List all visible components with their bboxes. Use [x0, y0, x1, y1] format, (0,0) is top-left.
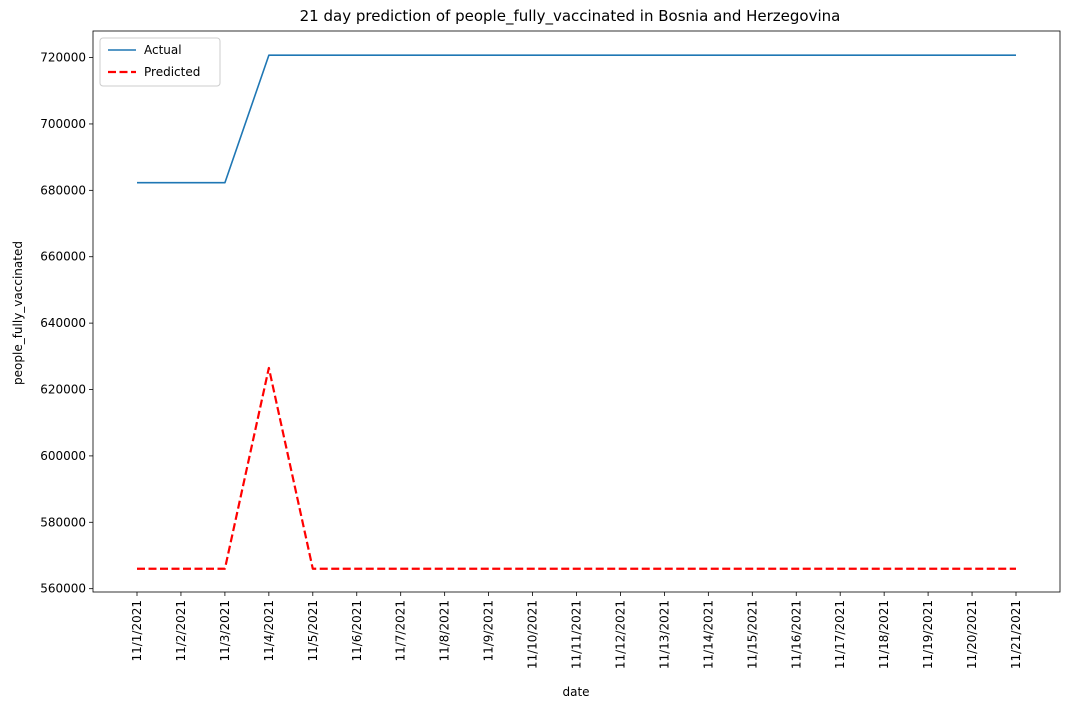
x-tick-label: 11/19/2021 — [921, 600, 935, 669]
y-axis-label: people_fully_vaccinated — [11, 241, 25, 385]
x-tick-label: 11/13/2021 — [657, 600, 671, 669]
y-tick-label: 600000 — [40, 449, 86, 463]
x-tick-label: 11/18/2021 — [877, 600, 891, 669]
x-tick-label: 11/3/2021 — [218, 600, 232, 662]
x-tick-label: 11/7/2021 — [394, 600, 408, 662]
x-tick-label: 11/17/2021 — [833, 600, 847, 669]
plot-area: 560000 580000 600000 620000 640000 660000 6800… — [40, 30, 1061, 669]
x-tick-label: 11/5/2021 — [306, 600, 320, 662]
x-tick-label: 11/21/2021 — [1009, 600, 1023, 669]
x-tick-label: 11/14/2021 — [701, 600, 715, 669]
y-tick-label: 640000 — [40, 316, 86, 330]
x-tick-label: 11/1/2021 — [130, 600, 144, 662]
legend-label-predicted: Predicted — [144, 65, 200, 79]
y-tick-label: 720000 — [40, 51, 86, 65]
y-tick-label: 580000 — [40, 515, 86, 529]
x-tick-label: 11/2/2021 — [174, 600, 188, 662]
y-tick-label: 680000 — [40, 183, 86, 197]
x-tick-label: 11/11/2021 — [570, 600, 584, 669]
x-axis-label: date — [562, 685, 589, 699]
series-line-predicted — [137, 366, 1016, 570]
x-tick-label: 11/15/2021 — [745, 600, 759, 669]
y-tick-label: 560000 — [40, 582, 86, 596]
x-tick-label: 11/16/2021 — [789, 600, 803, 669]
series-line-actual — [137, 54, 1016, 184]
chart-title: 21 day prediction of people_fully_vaccin… — [300, 7, 841, 26]
legend-label-actual: Actual — [144, 43, 182, 57]
y-tick-label: 660000 — [40, 250, 86, 264]
x-tick-label: 11/20/2021 — [965, 600, 979, 669]
y-tick-label: 700000 — [40, 117, 86, 131]
x-tick-label: 11/9/2021 — [482, 600, 496, 662]
x-tick-label: 11/6/2021 — [350, 600, 364, 662]
x-tick-label: 11/12/2021 — [613, 600, 627, 669]
legend: Actual Predicted — [99, 37, 221, 87]
x-tick-label: 11/8/2021 — [438, 600, 452, 662]
y-tick-label: 620000 — [40, 383, 86, 397]
x-tick-label: 11/4/2021 — [262, 600, 276, 662]
x-tick-label: 11/10/2021 — [526, 600, 540, 669]
